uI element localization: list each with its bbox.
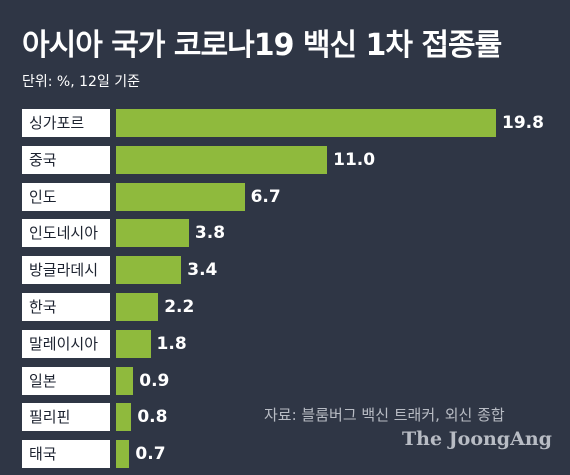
value-label: 1.8 — [156, 334, 187, 354]
value-label: 0.9 — [139, 371, 170, 391]
brand-logo: The JoongAng — [402, 428, 552, 450]
bar — [116, 183, 245, 211]
bar — [116, 293, 159, 321]
category-label: 싱가포르 — [22, 109, 110, 137]
bar — [116, 330, 151, 358]
category-label: 방글라데시 — [22, 256, 110, 284]
bar — [116, 146, 328, 174]
value-label: 2.2 — [164, 297, 195, 317]
category-label: 말레이시아 — [22, 330, 110, 358]
value-label: 6.7 — [250, 187, 281, 207]
category-label: 한국 — [22, 293, 110, 321]
chart-title: 아시아 국가 코로나19 백신 1차 접종률 — [22, 28, 502, 63]
bar — [116, 403, 132, 431]
bar — [116, 219, 189, 247]
bar — [116, 367, 134, 395]
value-label: 3.8 — [194, 223, 226, 243]
category-label: 중국 — [22, 146, 110, 174]
value-label: 0.7 — [135, 444, 166, 464]
value-label: 19.8 — [502, 113, 544, 133]
category-label: 인도 — [22, 183, 110, 211]
value-label: 0.8 — [137, 407, 168, 427]
source-note: 자료: 블룸버그 백신 트래커, 외신 종합 — [264, 406, 505, 424]
category-label: 인도네시아 — [22, 219, 110, 247]
category-label: 태국 — [22, 440, 110, 468]
value-label: 11.0 — [333, 150, 376, 170]
bar — [116, 109, 496, 137]
category-label: 필리핀 — [22, 403, 110, 431]
value-label: 3.4 — [187, 260, 218, 280]
bar — [116, 256, 182, 284]
bar — [116, 440, 130, 468]
chart-subtitle: 단위: %, 12일 기준 — [22, 74, 141, 90]
category-label: 일본 — [22, 367, 110, 395]
